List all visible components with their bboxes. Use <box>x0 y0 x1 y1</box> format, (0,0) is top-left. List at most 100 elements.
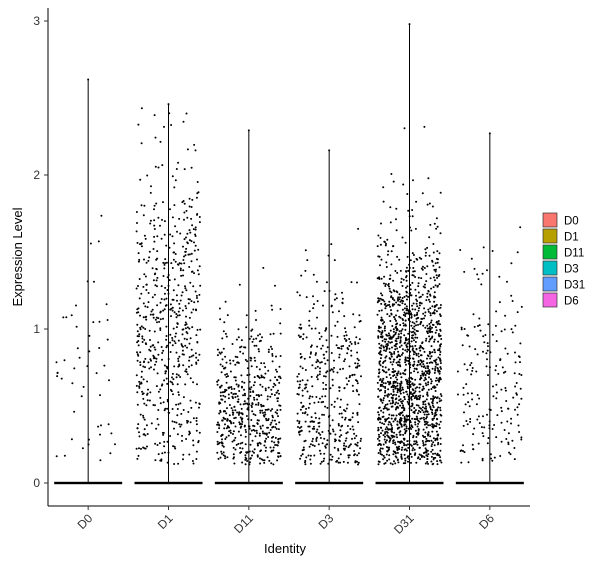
data-point <box>233 405 236 408</box>
data-point <box>232 422 235 424</box>
data-point <box>428 361 431 364</box>
violin-D31 <box>375 23 444 485</box>
data-point <box>387 250 390 253</box>
data-point <box>198 221 201 224</box>
data-point <box>408 377 411 380</box>
data-point <box>156 285 158 288</box>
data-point <box>344 331 347 333</box>
data-point <box>384 420 387 423</box>
data-point <box>401 388 404 391</box>
data-point <box>140 376 143 378</box>
data-point <box>152 313 155 316</box>
data-point <box>159 224 161 227</box>
data-point <box>274 426 277 429</box>
data-point <box>435 377 438 380</box>
data-point <box>338 310 340 313</box>
data-point <box>331 455 334 458</box>
data-point <box>221 358 224 361</box>
legend-label: D1 <box>564 232 579 244</box>
data-point <box>178 355 181 358</box>
data-point <box>378 439 381 442</box>
data-point <box>401 285 404 287</box>
data-point <box>437 433 440 436</box>
data-point <box>430 439 433 442</box>
data-point <box>71 382 74 385</box>
data-point <box>178 262 181 265</box>
data-point <box>139 178 142 181</box>
data-point <box>389 341 392 344</box>
data-point <box>245 451 248 454</box>
data-point <box>241 413 244 416</box>
data-point <box>190 252 193 255</box>
data-point <box>401 441 403 443</box>
data-point <box>340 345 343 348</box>
data-point <box>316 378 319 381</box>
data-point <box>255 432 258 434</box>
data-point <box>185 209 188 212</box>
data-point <box>391 397 394 400</box>
data-point <box>269 446 272 449</box>
data-point <box>495 310 498 313</box>
data-point <box>356 412 359 415</box>
data-point <box>175 313 178 315</box>
data-point <box>279 322 282 325</box>
data-point <box>438 423 441 426</box>
data-point <box>406 440 409 443</box>
data-point <box>466 392 469 395</box>
data-point <box>156 418 159 420</box>
data-point <box>324 445 327 448</box>
data-point <box>355 434 358 437</box>
data-point <box>173 242 176 245</box>
data-point <box>162 349 165 352</box>
data-point <box>428 236 431 239</box>
data-point <box>155 385 158 388</box>
data-point <box>277 455 280 458</box>
data-point <box>346 431 349 434</box>
data-point <box>349 341 352 343</box>
data-point <box>349 374 351 377</box>
data-point <box>338 356 341 359</box>
data-point <box>231 343 234 345</box>
data-point <box>515 393 518 396</box>
data-point <box>427 308 430 311</box>
data-point <box>188 359 191 362</box>
data-point <box>420 361 423 364</box>
data-point <box>331 419 334 422</box>
data-point <box>333 359 335 362</box>
data-point <box>155 268 158 271</box>
data-point <box>506 352 509 355</box>
data-point <box>344 410 347 413</box>
data-point <box>234 448 237 451</box>
data-point <box>194 228 197 231</box>
data-point <box>439 437 442 440</box>
data-point <box>411 281 414 284</box>
data-point <box>171 408 174 410</box>
data-point <box>237 442 240 445</box>
data-point <box>250 335 253 338</box>
data-point <box>154 348 157 351</box>
data-point <box>419 394 422 397</box>
data-point <box>189 399 192 402</box>
legend-label: D11 <box>564 248 584 260</box>
data-point <box>279 455 282 457</box>
data-point <box>403 334 406 337</box>
data-point <box>476 353 479 356</box>
data-point <box>142 378 145 381</box>
data-point <box>252 390 255 393</box>
data-point <box>319 452 322 455</box>
data-point <box>469 420 472 423</box>
data-point <box>234 379 237 382</box>
data-point <box>356 357 359 360</box>
data-point <box>409 426 412 429</box>
data-point <box>239 442 242 445</box>
data-point <box>407 269 410 272</box>
data-point <box>234 436 237 439</box>
data-point <box>422 285 425 288</box>
data-point <box>339 453 342 456</box>
data-point <box>505 438 508 440</box>
data-point <box>248 403 251 406</box>
data-point <box>140 245 143 248</box>
data-point <box>170 315 172 318</box>
data-point <box>404 459 407 462</box>
data-point <box>186 332 189 335</box>
